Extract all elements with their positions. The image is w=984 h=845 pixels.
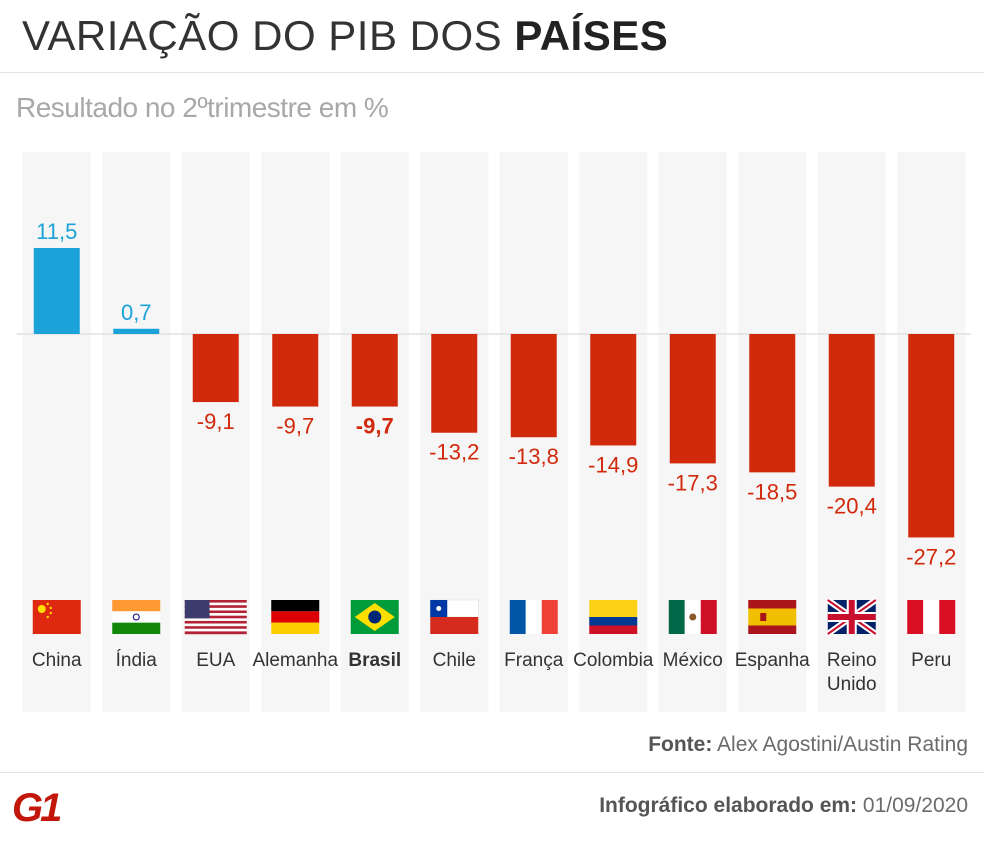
source-label: Fonte: xyxy=(648,733,713,756)
data-label: 11,5 xyxy=(36,219,77,244)
chile-flag xyxy=(430,599,479,634)
peru-flag xyxy=(907,600,956,634)
bar xyxy=(431,334,478,433)
bar xyxy=(192,334,239,403)
category-label: França xyxy=(504,650,564,671)
data-label: -9,7 xyxy=(276,414,314,439)
category-label: Unido xyxy=(827,674,877,695)
bar xyxy=(33,247,80,334)
g1-logo: G1 xyxy=(12,786,62,830)
data-label: -27,2 xyxy=(906,544,956,569)
category-label: Peru xyxy=(911,650,951,671)
bar xyxy=(590,334,637,446)
credit-label: Infográfico elaborado em: xyxy=(599,794,858,817)
title-regular: VARIAÇÃO DO PIB DOS xyxy=(22,12,515,59)
data-label: -18,5 xyxy=(747,479,797,504)
spain-flag xyxy=(748,600,797,634)
india-flag xyxy=(112,600,161,634)
category-label: Espanha xyxy=(735,650,810,671)
category-label: Alemanha xyxy=(252,650,338,671)
category-label: Brasil xyxy=(348,650,401,671)
data-label: -14,9 xyxy=(588,452,638,477)
data-label: -9,7 xyxy=(356,414,394,439)
source-text: Alex Agostini/Austin Rating xyxy=(712,733,968,756)
bar xyxy=(908,334,955,538)
header-divider xyxy=(0,72,984,73)
data-label: -20,4 xyxy=(827,494,877,519)
data-label: 0,7 xyxy=(121,300,152,325)
category-label: EUA xyxy=(196,650,235,671)
mexico-flag xyxy=(668,600,717,634)
bar xyxy=(113,328,160,334)
credit-note: Infográfico elaborado em: 01/09/2020 xyxy=(599,794,968,818)
bar xyxy=(510,334,557,438)
category-label: Reino xyxy=(827,650,877,671)
uk-flag xyxy=(826,597,878,637)
chart-subtitle: Resultado no 2ºtrimestre em % xyxy=(16,92,389,123)
data-label: -13,2 xyxy=(429,440,479,465)
category-label: Colombia xyxy=(573,650,654,671)
bar xyxy=(272,334,319,407)
data-label: -13,8 xyxy=(509,444,559,469)
category-label: México xyxy=(663,650,723,671)
brazil-flag xyxy=(350,600,399,634)
data-label: -9,1 xyxy=(197,409,235,434)
credit-date: 01/09/2020 xyxy=(857,794,968,817)
france-flag xyxy=(509,600,558,634)
data-label: -17,3 xyxy=(668,470,718,495)
usa-flag xyxy=(184,600,247,635)
chart-title: VARIAÇÃO DO PIB DOS PAÍSES xyxy=(22,12,668,60)
germany-flag xyxy=(271,600,320,634)
bar xyxy=(351,334,398,407)
colombia-flag xyxy=(589,600,638,634)
bar xyxy=(669,334,716,464)
source-note: Fonte: Alex Agostini/Austin Rating xyxy=(648,733,968,757)
category-label: China xyxy=(32,650,82,671)
title-bold: PAÍSES xyxy=(514,12,669,59)
bar xyxy=(749,334,796,473)
category-label: Índia xyxy=(116,650,158,671)
category-label: Chile xyxy=(433,650,476,671)
china-flag xyxy=(32,600,81,634)
footer-divider xyxy=(0,772,984,773)
bar xyxy=(828,334,875,487)
